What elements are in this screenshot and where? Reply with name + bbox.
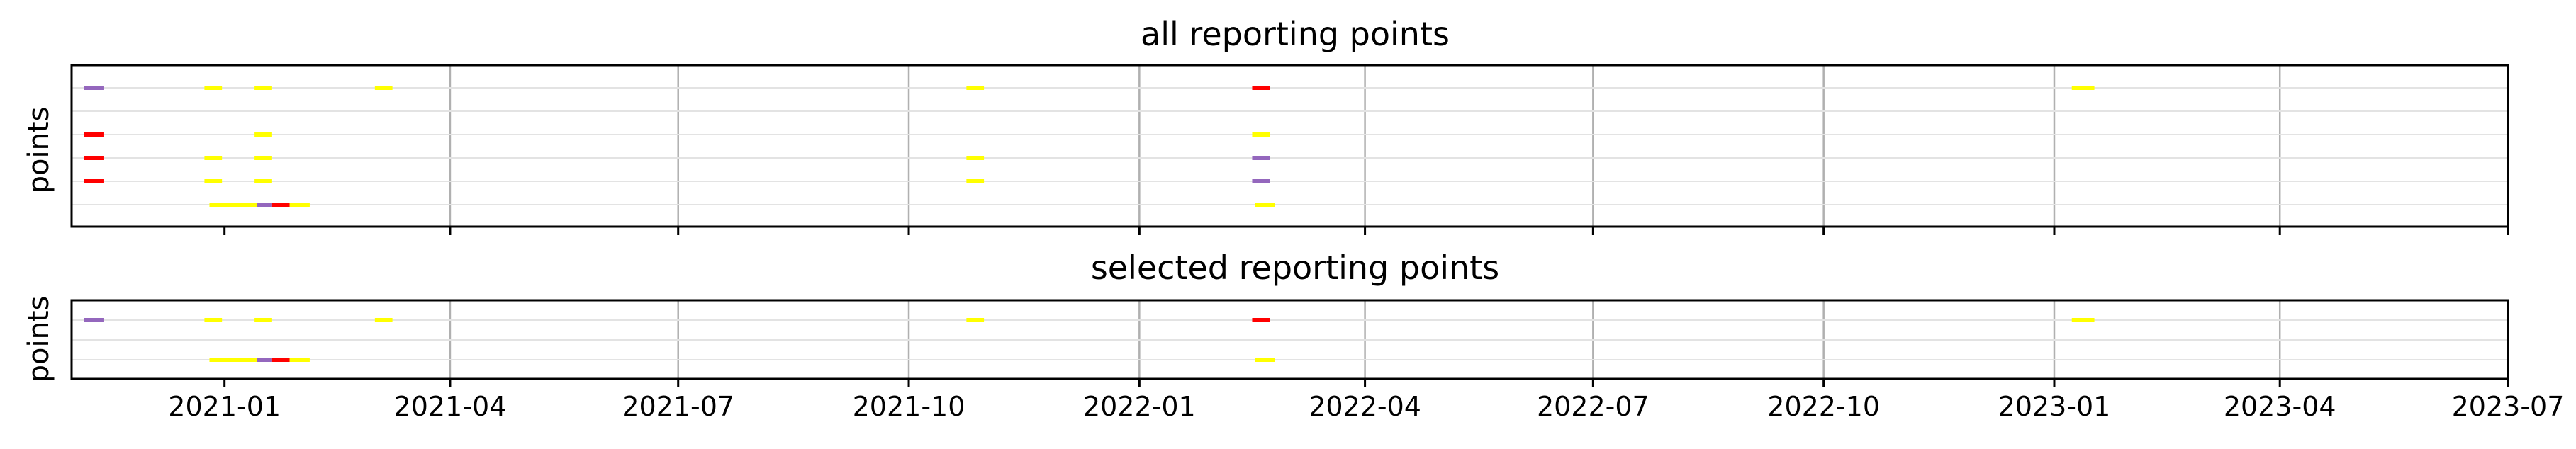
x-tick-label: 2022-10 — [1767, 391, 1880, 422]
grid — [449, 65, 2281, 227]
data-segments — [84, 86, 2095, 207]
plot-frame — [70, 64, 2509, 228]
x-tick-label: 2021-04 — [394, 391, 507, 422]
panel-selected-reporting-points: selected reporting points points 2021-01… — [23, 249, 2564, 422]
chart-title: selected reporting points — [1091, 249, 1499, 287]
x-ticks — [223, 227, 2509, 235]
plot-frame — [70, 299, 2509, 380]
panel-all-reporting-points: all reporting points points — [23, 15, 2509, 235]
x-tick-label: 2021-10 — [853, 391, 965, 422]
data-segments — [84, 318, 2095, 362]
y-axis-label: points — [23, 107, 55, 194]
x-tick-label: 2022-04 — [1309, 391, 1421, 422]
chart-title: all reporting points — [1141, 15, 1450, 53]
row-lines — [72, 87, 2508, 205]
y-axis-label: points — [23, 296, 55, 383]
x-tick-label: 2021-01 — [168, 391, 281, 422]
x-tick-label: 2023-01 — [1998, 391, 2111, 422]
x-tick-label: 2021-07 — [622, 391, 734, 422]
row-lines — [72, 319, 2508, 360]
x-tick-label: 2023-04 — [2224, 391, 2336, 422]
x-tick-label: 2022-01 — [1083, 391, 1196, 422]
x-tick-label: 2023-07 — [2452, 391, 2565, 422]
x-tick-label: 2022-07 — [1537, 391, 1650, 422]
x-ticks: 2021-01 2021-04 2021-07 2021-10 2022-01 2022-… — [168, 379, 2564, 422]
